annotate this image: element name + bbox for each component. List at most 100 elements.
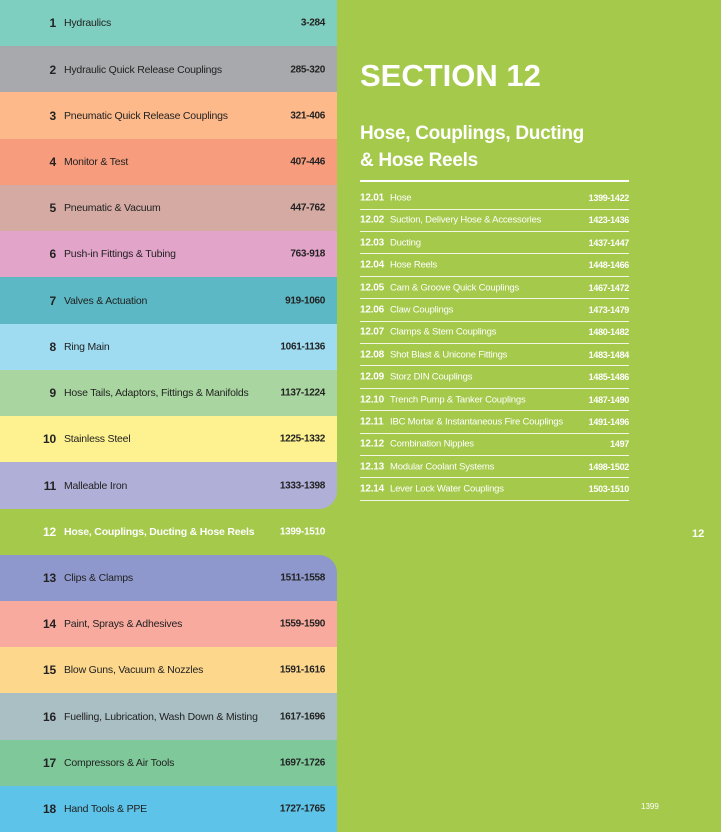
divider [360, 298, 629, 300]
section-tab: 12 [692, 528, 705, 540]
divider [360, 253, 629, 255]
section-row: 3 Pneumatic Quick Release Couplings 321-40… [0, 92, 337, 140]
subsection-row: 12.02 Suction, Delivery Hose & Accessorie… [360, 209, 629, 231]
divider [360, 410, 629, 412]
section-title: Fuelling, Lubrication, Wash Down & Misti… [64, 710, 258, 723]
section-number: 11 [43, 478, 57, 493]
section-number: 4 [49, 155, 57, 170]
section-pages: 1617-1696 [279, 711, 325, 723]
section-row: 12 Hose, Couplings, Ducting & Hose Reels 1… [0, 508, 337, 555]
divider [360, 499, 629, 501]
subsection-row: 12.04 Hose Reels 1448-1466 [360, 254, 629, 276]
section-title: Pneumatic & Vacuum [64, 202, 161, 215]
section-title: Hose Tails, Adaptors, Fittings & Manifol… [64, 387, 249, 400]
subsection-pages: 1473-1479 [588, 305, 630, 315]
section-pages: 1061-1136 [280, 341, 325, 353]
subsection-row: 12.10 Trench Pump & Tanker Couplings 1487-… [360, 389, 629, 411]
section-number: 13 [43, 571, 56, 586]
section-number: 10 [43, 432, 56, 447]
section-title: Hydraulic Quick Release Couplings [64, 63, 222, 76]
section-row: 7 Valves & Actuation 919-1060 [0, 277, 337, 325]
subsection-pages: 1437-1447 [588, 237, 630, 248]
section-number: 6 [49, 247, 57, 262]
subsection-number: 12.11 [360, 416, 384, 428]
section-pages: 407-446 [290, 156, 325, 168]
section-row: 6 Push-in Fittings & Tubing 763-918 [0, 231, 337, 278]
section-pages: 447-762 [290, 202, 325, 214]
section-number: 1 [49, 16, 57, 31]
subsection-title: Hose [390, 192, 412, 204]
section-title: Stainless Steel [64, 433, 131, 446]
section-number: 12 [43, 524, 56, 539]
section-pages: 1697-1726 [279, 757, 325, 769]
section-title: Malleable Iron [64, 479, 128, 492]
section-title: Paint, Sprays & Adhesives [64, 618, 183, 631]
section-row: 13 Clips & Clamps 1511-1558 [0, 554, 337, 602]
section-pages: 1727-1765 [279, 803, 325, 815]
subsection-title: Lever Lock Water Couplings [390, 483, 504, 495]
subsection-pages: 1448-1466 [588, 260, 630, 271]
subsection-row: 12.08 Shot Blast & Unicone Fittings 1483-1… [360, 344, 629, 366]
subsection-number: 12.04 [360, 259, 385, 271]
subsection-row: 12.09 Storz DIN Couplings 1485-1486 [360, 366, 629, 388]
section-row: 2 Hydraulic Quick Release Couplings 285-32… [0, 46, 337, 93]
section-title: Hand Tools & PPE [64, 803, 147, 816]
subsection-pages: 1497 [610, 439, 629, 450]
section-row: 10 Stainless Steel 1225-1332 [0, 416, 337, 463]
section-title: Blow Guns, Vacuum & Nozzles [64, 664, 204, 677]
section-title: Monitor & Test [64, 156, 129, 169]
subsection-title: IBC Mortar & Instantaneous Fire Coupling… [390, 416, 563, 428]
section-title: Pneumatic Quick Release Couplings [64, 109, 228, 122]
section-pages: 1137-1224 [280, 387, 325, 399]
subsection-title: Claw Couplings [390, 304, 454, 316]
subsection-title: Ducting [390, 237, 421, 249]
subsection-row: 12.03 Ducting 1437-1447 [360, 232, 629, 254]
subsection-title: Clamps & Stem Couplings [390, 326, 497, 338]
subsection-title: Suction, Delivery Hose & Accessories [390, 214, 542, 226]
section-pages: 1399-1510 [279, 526, 325, 538]
divider [360, 208, 629, 210]
section-number: 17 [43, 755, 56, 770]
section-pages: 1511-1558 [280, 572, 325, 584]
section-pages: 1559-1590 [279, 618, 325, 630]
subsection-number: 12.01 [360, 192, 385, 204]
section-number: 2 [49, 62, 57, 77]
section-number: 8 [49, 339, 57, 354]
section-row: 18 Hand Tools & PPE 1727-1765 [0, 785, 337, 832]
subsection-title: Storz DIN Couplings [390, 371, 473, 383]
divider [360, 342, 629, 344]
section-number: 16 [43, 709, 56, 724]
subsection-number: 12.07 [360, 326, 385, 338]
section-title: Ring Main [64, 340, 110, 353]
section-row: 14 Paint, Sprays & Adhesives 1559-1590 [0, 600, 337, 648]
divider [360, 275, 629, 277]
subsection-pages: 1483-1484 [588, 349, 630, 360]
section-pages: 763-918 [290, 248, 325, 260]
subsection-title: Cam & Groove Quick Couplings [390, 282, 520, 294]
subsection-row: 12.05 Cam & Groove Quick Couplings 1467-14… [360, 277, 629, 299]
subsection-title: Modular Coolant Systems [390, 461, 495, 473]
section-row: 9 Hose Tails, Adaptors, Fittings & Manifo… [0, 369, 337, 417]
section-row: 11 Malleable Iron 1333-1398 [0, 462, 337, 509]
divider [360, 454, 629, 456]
section-row: 8 Ring Main 1061-1136 [0, 323, 337, 371]
subsection-number: 12.09 [360, 371, 385, 383]
section-pages: 3-284 [300, 17, 325, 29]
subsection-title: Shot Blast & Unicone Fittings [390, 349, 508, 361]
subsection-row: 12.07 Clamps & Stem Couplings 1480-1482 [360, 321, 629, 343]
section-row: 4 Monitor & Test 407-446 [0, 138, 337, 186]
section-heading: SECTION 12 [360, 58, 541, 93]
subsection-number: 12.03 [360, 237, 385, 249]
section-number: 15 [43, 663, 56, 678]
subsection-row: 12.12 Combination Nipples 1497 [360, 433, 629, 455]
subsection-pages: 1498-1502 [588, 461, 630, 472]
section-row: 15 Blow Guns, Vacuum & Nozzles 1591-1616 [0, 647, 337, 694]
subsection-pages: 1485-1486 [588, 372, 630, 383]
section-title: Push-in Fittings & Tubing [64, 248, 176, 261]
subsection-number: 12.05 [360, 282, 385, 294]
section-title: Clips & Clamps [64, 572, 133, 585]
section-row: 1 Hydraulics 3-284 [0, 0, 337, 47]
section-title: & Hose Reels [360, 150, 478, 171]
section-pages: 919-1060 [285, 295, 325, 307]
